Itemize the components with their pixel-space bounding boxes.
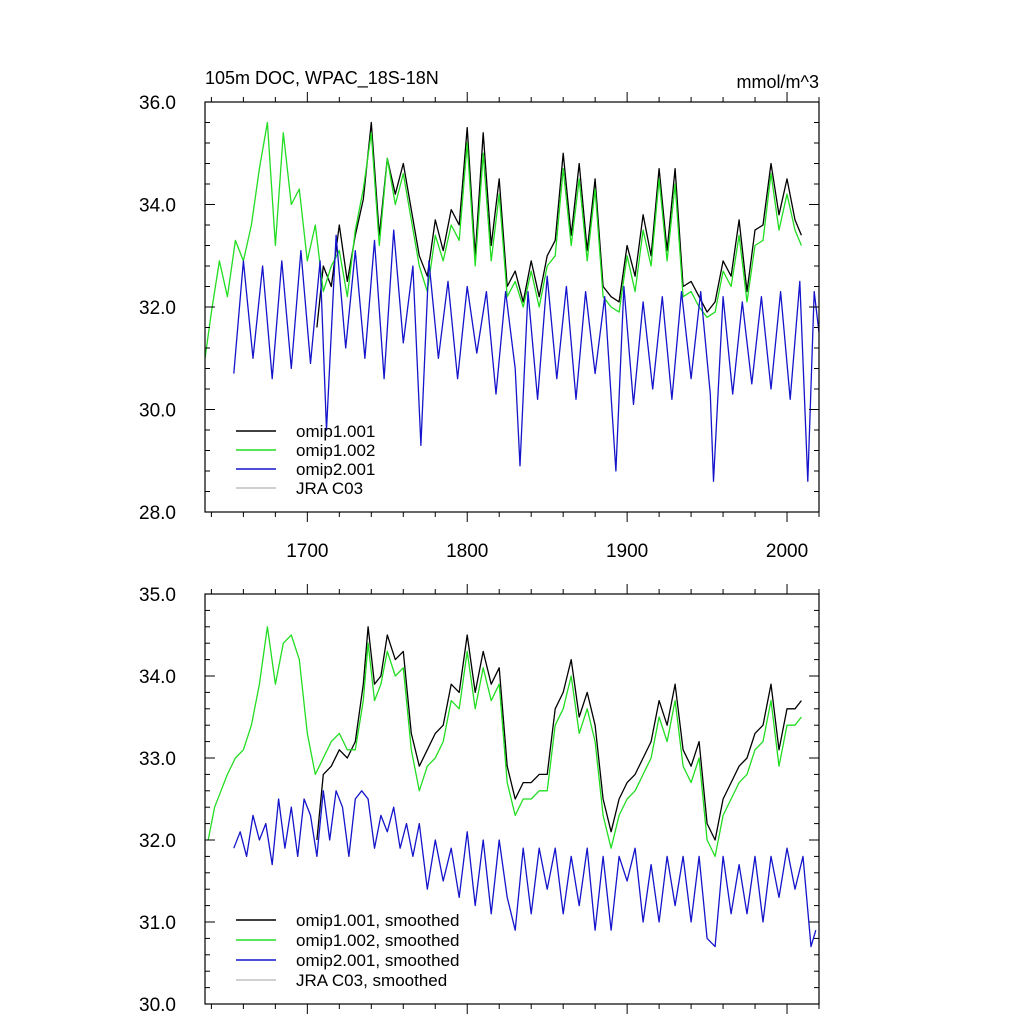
series-line-omip1-001-smoothed [316,626,802,841]
y-tick-label: 30.0 [139,995,176,1016]
series-line-omip2-001-smoothed [233,790,817,948]
series-line-omip1-001 [316,121,803,328]
x-tick-label: 1800 [446,541,488,562]
plot-frame [204,593,820,1005]
x-tick-label: 1700 [286,541,328,562]
series-line-omip2-001 [233,229,819,482]
legend-label: omip1.001 [296,422,375,441]
chart-panel-2: 30.0 31.0 32.0 33.0 34.0 35.0 omip1.001, smoot… [139,584,820,1016]
legend-label: omip1.002, smoothed [296,931,460,950]
legend-label: omip2.001, smoothed [296,951,460,970]
y-tick-label: 33.0 [139,749,176,770]
x-tick-label: 1900 [606,541,648,562]
series-group [205,121,819,482]
y-tick-label: 30.0 [139,401,176,422]
y-tick-label: 35.0 [139,585,176,606]
y-tick-label: 32.0 [139,831,176,852]
series-line-omip1-002-smoothed [207,626,802,858]
y-tick-label: 31.0 [139,913,176,934]
legend-label: JRA C03 [296,479,363,498]
legend-label: omip2.001 [296,460,375,479]
chart-units: mmol/m^3 [737,72,819,92]
legend-label: omip1.001, smoothed [296,911,460,930]
y-tick-label: 32.0 [139,298,176,319]
chart-title: 105m DOC, WPAC_18S-18N [205,68,439,89]
x-tick-label: 2000 [766,541,808,562]
series-group [207,626,817,948]
y-tick-label: 36.0 [139,93,176,114]
y-tick-label: 34.0 [139,196,176,217]
legend-label: JRA C03, smoothed [296,971,447,990]
y-tick-label: 34.0 [139,667,176,688]
chart-panel-1: 28.0 30.0 32.0 34.0 36.0 1700 1800 1900 2000 105m… [139,68,820,562]
legend-label: omip1.002 [296,441,375,460]
y-tick-label: 28.0 [139,503,176,524]
